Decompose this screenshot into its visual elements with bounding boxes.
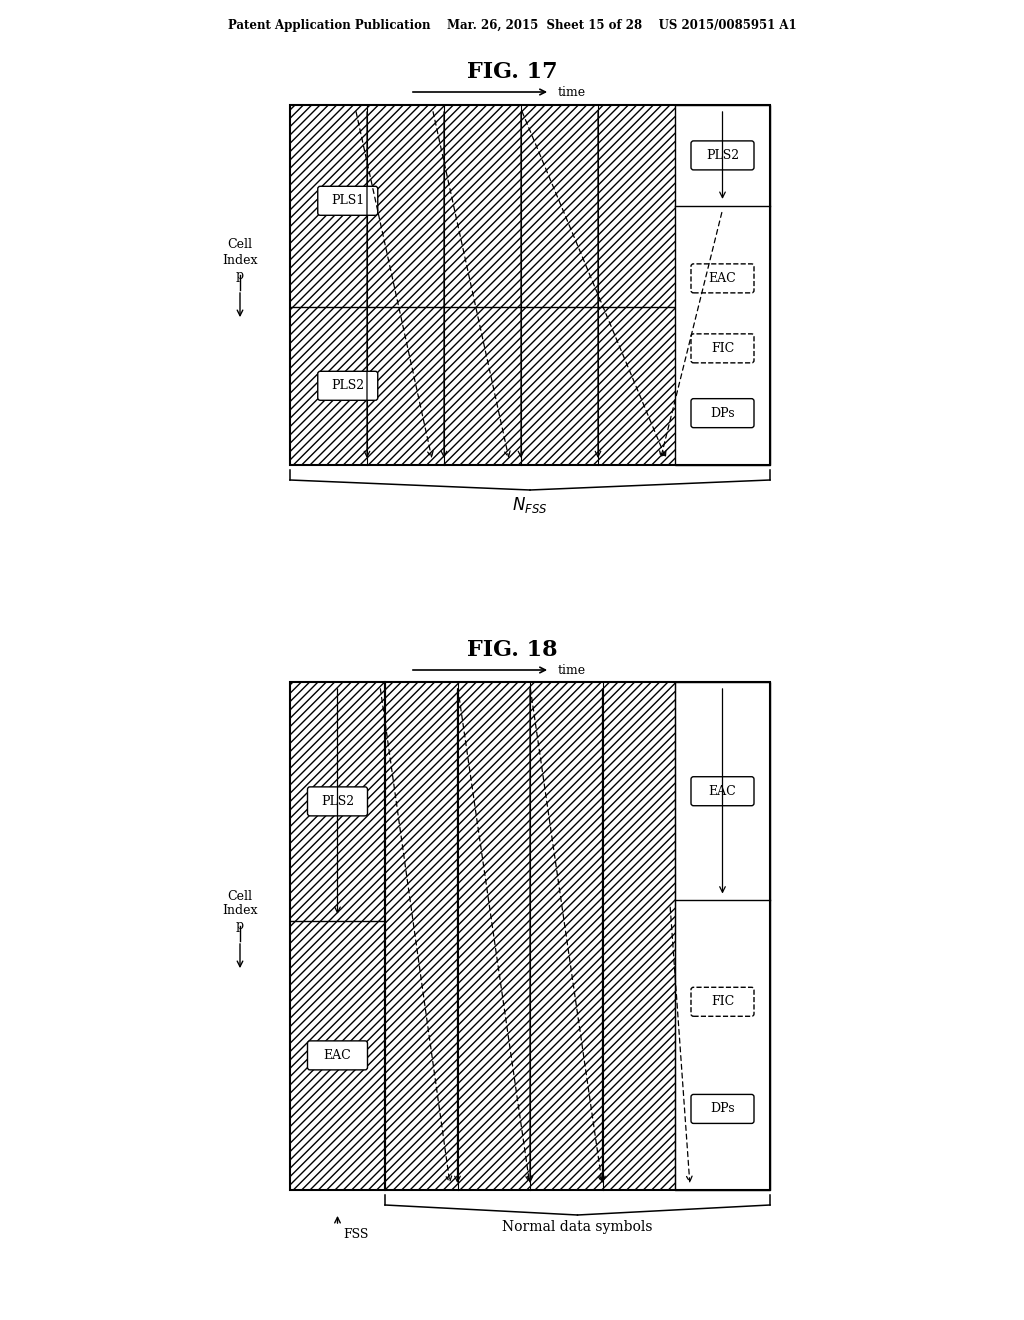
FancyBboxPatch shape [691, 264, 754, 293]
Text: EAC: EAC [709, 784, 736, 797]
Bar [530, 682, 602, 1191]
Bar [598, 106, 675, 465]
FancyBboxPatch shape [317, 186, 378, 215]
Text: PLS2: PLS2 [321, 795, 354, 808]
FancyBboxPatch shape [691, 399, 754, 428]
FancyBboxPatch shape [307, 787, 368, 816]
FancyBboxPatch shape [307, 1041, 368, 1071]
Text: DPs: DPs [711, 407, 735, 420]
Text: PLS1: PLS1 [331, 194, 365, 207]
Text: PLS2: PLS2 [331, 379, 365, 392]
Bar [458, 682, 530, 1191]
Text: FSS: FSS [343, 1228, 369, 1241]
Bar [521, 106, 598, 465]
Text: $N_{FSS}$: $N_{FSS}$ [512, 495, 548, 515]
Bar [675, 682, 770, 900]
Text: time: time [558, 86, 586, 99]
Text: FIG. 17: FIG. 17 [467, 61, 557, 83]
Bar [290, 106, 367, 465]
Bar [385, 682, 770, 1191]
FancyBboxPatch shape [691, 776, 754, 805]
FancyBboxPatch shape [691, 987, 754, 1016]
FancyBboxPatch shape [691, 334, 754, 363]
Bar [602, 682, 675, 1191]
Text: Cell
Index
p: Cell Index p [222, 239, 258, 281]
Bar [675, 682, 770, 1191]
Text: Cell
Index
p: Cell Index p [222, 890, 258, 932]
Text: FIC: FIC [711, 342, 734, 355]
Bar [367, 106, 444, 465]
Bar [444, 106, 521, 465]
Bar [675, 106, 770, 465]
Text: DPs: DPs [711, 1102, 735, 1115]
FancyBboxPatch shape [317, 371, 378, 400]
Bar [290, 106, 770, 465]
Bar [675, 106, 770, 206]
Bar [385, 682, 458, 1191]
FancyBboxPatch shape [691, 141, 754, 170]
Text: Patent Application Publication    Mar. 26, 2015  Sheet 15 of 28    US 2015/00859: Patent Application Publication Mar. 26, … [227, 18, 797, 32]
Text: Normal data symbols: Normal data symbols [502, 1220, 652, 1234]
Bar [290, 921, 385, 1191]
Text: EAC: EAC [324, 1049, 351, 1061]
FancyBboxPatch shape [691, 1094, 754, 1123]
Text: FIG. 18: FIG. 18 [467, 639, 557, 661]
Text: PLS2: PLS2 [706, 149, 739, 162]
Text: FIC: FIC [711, 995, 734, 1008]
Text: time: time [558, 664, 586, 676]
Bar [290, 682, 385, 1191]
Bar [290, 682, 385, 921]
Text: EAC: EAC [709, 272, 736, 285]
